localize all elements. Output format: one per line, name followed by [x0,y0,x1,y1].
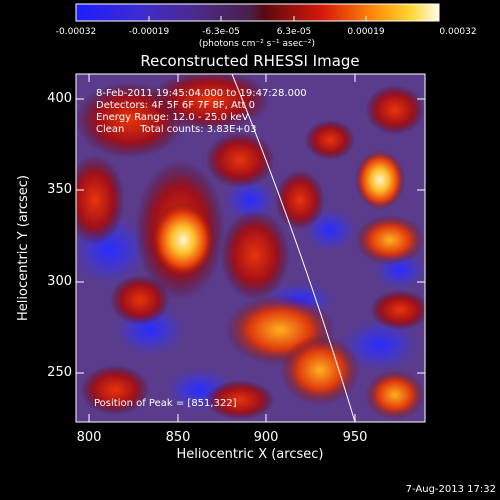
footer-date: 7-Aug-2013 17:32 [405,484,496,495]
time-range-text: 8-Feb-2011 19:45:04.000 to 19:47:28.000 [96,88,307,99]
x-tick-label: 950 [342,430,368,445]
clean-counts-text: Clean Total counts: 3.83E+03 [96,124,257,135]
peak-position-text: Position of Peak = [851,322] [94,398,237,409]
colorbar-ticks [75,16,440,21]
colorbar-units: (photons cm⁻² s⁻¹ asec⁻²) [198,39,316,49]
colorbar-tick-label: 6.3e-05 [276,27,312,37]
x-tick-label: 850 [165,430,191,445]
y-tick-label: 350 [47,182,72,197]
colorbar [75,3,440,22]
x-axis-label: Heliocentric X (arcsec) [176,447,324,462]
colorbar-tick-label: 0.00019 [347,27,385,37]
y-axis-ticks [76,98,425,374]
y-tick-label: 300 [47,274,72,289]
plot-frame [75,73,426,423]
rhessi-image [76,74,425,422]
x-tick-label: 800 [76,430,102,445]
y-tick-label: 400 [47,91,72,106]
x-axis-ticks [88,74,356,422]
colorbar-tick-label: -6.3e-05 [202,27,240,37]
detectors-text: Detectors: 4F 5F 6F 7F 8F, Att 0 [96,100,256,111]
solar-limb-line [231,74,356,422]
colorbar-tick-label: 0.00032 [439,27,477,37]
y-axis-label: Heliocentric Y (arcsec) [16,175,31,321]
y-tick-label: 250 [47,365,72,380]
plot-title: Reconstructed RHESSI Image [140,52,360,70]
colorbar-tick-label: -0.00019 [128,27,170,37]
energy-range-text: Energy Range: 12.0 - 25.0 keV [96,112,249,123]
x-tick-label: 900 [253,430,279,445]
colorbar-tick-label: -0.00032 [55,27,97,37]
